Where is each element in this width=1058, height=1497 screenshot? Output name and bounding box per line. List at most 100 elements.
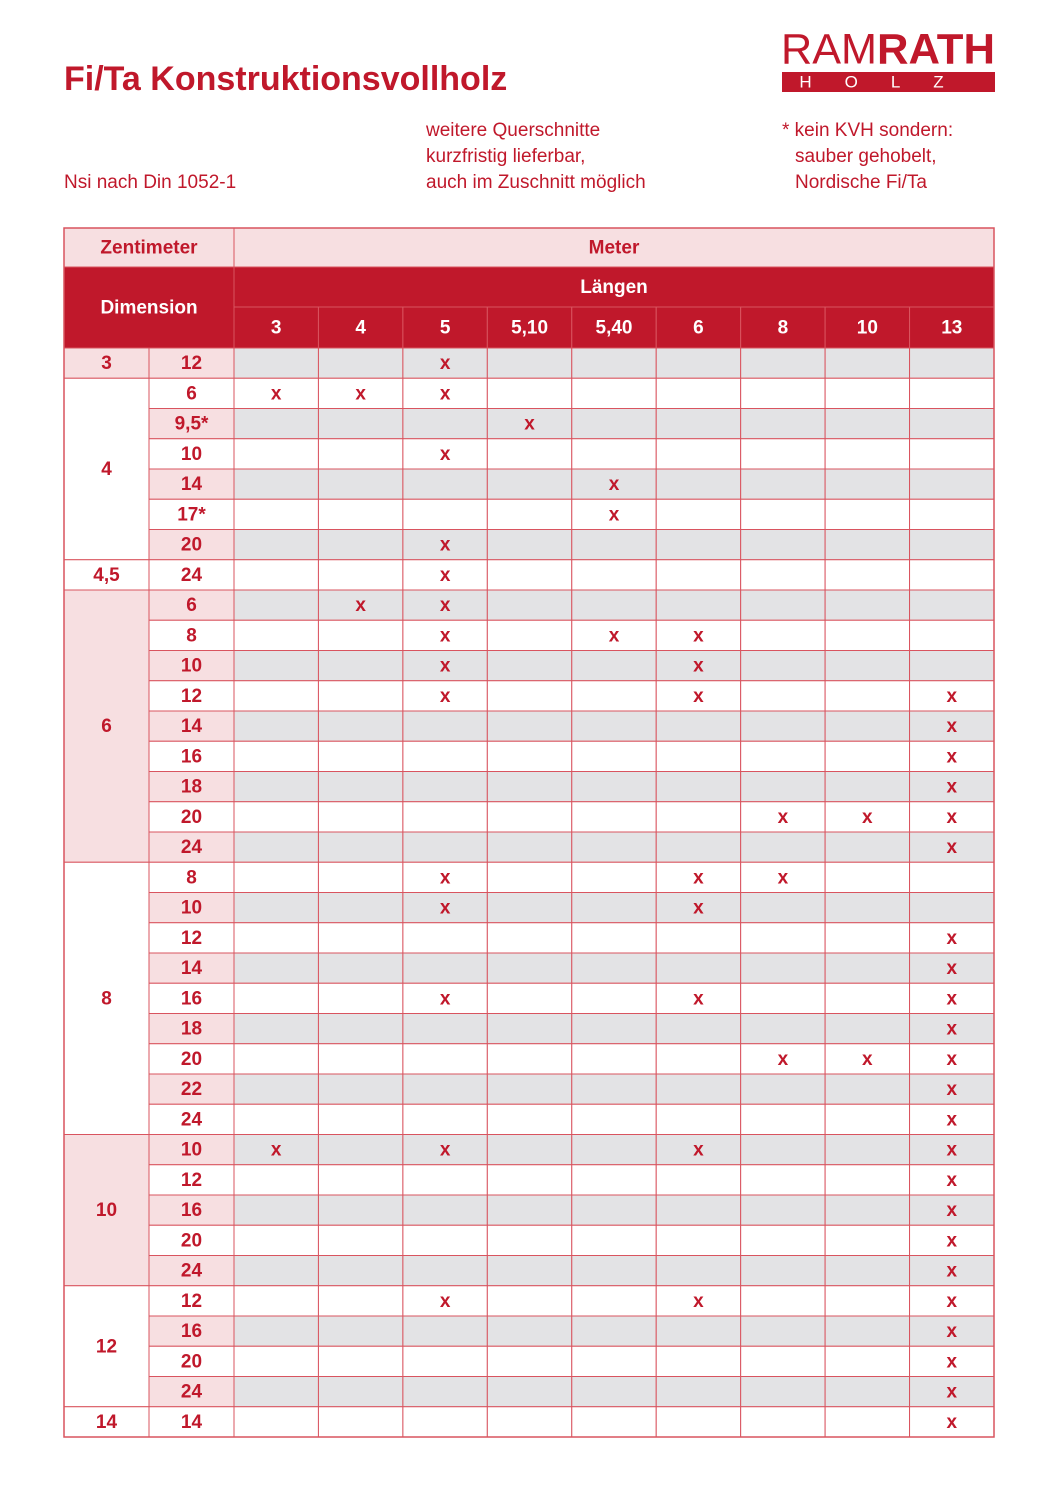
dim-cell — [148, 650, 235, 682]
data-cell — [486, 650, 573, 682]
data-cell — [740, 1164, 826, 1196]
data-cell — [402, 559, 488, 591]
availability-mark: x — [946, 777, 957, 798]
availability-mark: x — [693, 1291, 704, 1312]
data-cell — [571, 1285, 657, 1317]
dim-cell — [148, 1345, 235, 1377]
data-cell — [402, 438, 488, 470]
data-cell — [824, 559, 911, 591]
dim-label: 20 — [181, 1230, 202, 1251]
data-cell — [909, 619, 995, 651]
data-cell — [824, 1315, 911, 1347]
availability-mark: x — [946, 1230, 957, 1251]
header-cell — [317, 306, 404, 349]
data-cell — [317, 589, 404, 621]
data-cell — [233, 408, 319, 440]
header-cell — [740, 306, 826, 349]
data-cell — [402, 771, 488, 803]
data-cell — [909, 771, 995, 803]
dim-cell — [148, 740, 235, 772]
header-cell — [233, 306, 319, 349]
availability-mark: x — [440, 565, 451, 586]
data-cell — [571, 892, 657, 924]
data-cell — [486, 438, 573, 470]
group-cell — [63, 589, 150, 863]
data-cell — [233, 740, 319, 772]
data-cell — [571, 498, 657, 530]
dim-label: 8 — [186, 867, 197, 888]
data-cell — [317, 952, 404, 984]
data-cell — [317, 650, 404, 682]
data-cell — [571, 982, 657, 1014]
data-cell — [402, 408, 488, 440]
data-cell — [317, 377, 404, 409]
length-label: 4 — [355, 318, 366, 339]
data-cell — [233, 982, 319, 1014]
availability-mark: x — [609, 474, 620, 495]
data-cell — [317, 1134, 404, 1166]
availability-mark: x — [440, 535, 451, 556]
dim-label: 24 — [181, 1382, 203, 1403]
data-cell — [655, 1406, 742, 1438]
data-cell — [655, 831, 742, 863]
dim-cell — [148, 468, 235, 500]
data-cell — [233, 861, 319, 893]
data-cell — [486, 831, 573, 863]
data-cell — [824, 1103, 911, 1135]
data-cell — [824, 1255, 911, 1287]
availability-mark: x — [946, 1261, 957, 1282]
dim-label: 14 — [181, 474, 203, 495]
data-cell — [740, 740, 826, 772]
data-cell — [317, 1043, 404, 1075]
data-cell — [909, 982, 995, 1014]
dim-label: 14 — [181, 716, 203, 737]
data-cell — [655, 922, 742, 954]
data-cell — [233, 1073, 319, 1105]
data-cell — [655, 529, 742, 561]
data-cell — [909, 861, 995, 893]
data-cell — [571, 1073, 657, 1105]
data-cell — [571, 1013, 657, 1045]
data-cell — [317, 861, 404, 893]
data-cell — [571, 1224, 657, 1256]
data-cell — [824, 710, 911, 742]
data-cell — [655, 1164, 742, 1196]
header-cell — [402, 306, 488, 349]
data-cell — [486, 377, 573, 409]
dim-cell — [148, 498, 235, 530]
title: Fi/Ta Konstruktionsvollholz — [64, 60, 507, 98]
data-cell — [824, 1345, 911, 1377]
data-cell — [824, 498, 911, 530]
availability-mark: x — [778, 807, 789, 828]
data-cell — [740, 377, 826, 409]
group-label: 6 — [101, 716, 112, 737]
data-cell — [402, 892, 488, 924]
logo-light: RAM — [781, 25, 877, 73]
data-cell — [233, 1164, 319, 1196]
data-cell — [909, 347, 995, 379]
data-cell — [233, 1103, 319, 1135]
data-cell — [909, 438, 995, 470]
data-cell — [233, 589, 319, 621]
data-cell — [571, 922, 657, 954]
availability-mark: x — [693, 686, 704, 707]
length-label: 10 — [857, 318, 878, 339]
data-cell — [486, 771, 573, 803]
note-middle: weitere Querschnitte — [425, 120, 600, 141]
group-cell — [63, 377, 150, 561]
data-cell — [486, 408, 573, 440]
data-cell — [655, 1255, 742, 1287]
dim-label: 16 — [181, 746, 202, 767]
header-unit-right: Meter — [589, 238, 640, 259]
group-label: 3 — [101, 353, 112, 374]
data-cell — [824, 680, 911, 712]
data-cell — [824, 438, 911, 470]
data-cell — [740, 1043, 826, 1075]
availability-mark: x — [778, 1049, 789, 1070]
data-cell — [402, 589, 488, 621]
data-cell — [402, 710, 488, 742]
data-cell — [317, 801, 404, 833]
data-cell — [233, 680, 319, 712]
data-cell — [655, 740, 742, 772]
data-cell — [317, 1164, 404, 1196]
